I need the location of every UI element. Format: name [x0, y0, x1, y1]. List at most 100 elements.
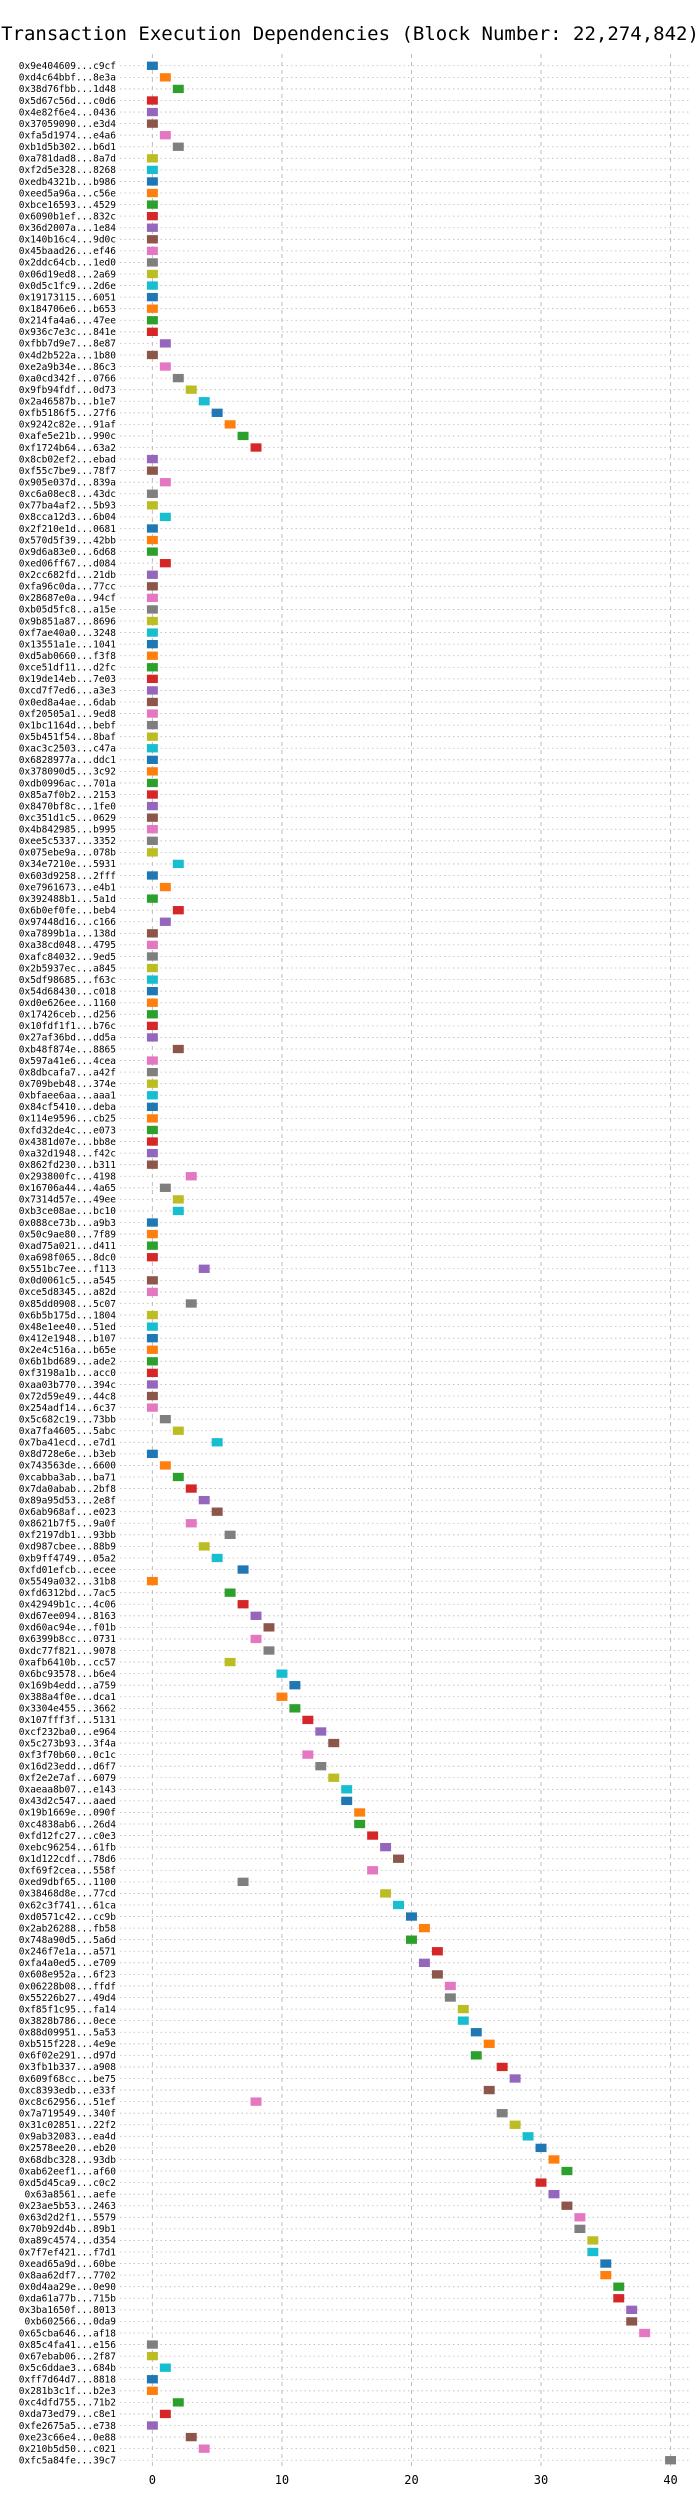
transaction-bar: [159, 478, 171, 487]
transaction-label: 0x2b5937ec...a845: [19, 963, 116, 974]
transaction-label: 0x5df98685...f63c: [19, 975, 116, 986]
transaction-label: 0x7ba41ecd...e7d1: [19, 1438, 117, 1449]
transaction-label: 0xbce16593...4529: [19, 200, 117, 211]
transaction-bar: [431, 1947, 443, 1956]
transaction-bar: [185, 1519, 197, 1528]
transaction-label: 0x17426ceb...d256: [19, 1010, 117, 1021]
transaction-bar: [146, 1102, 158, 1112]
transaction-label: 0x50c9ae80...7f89: [19, 1229, 117, 1240]
transaction-label: 0x905e037d...839a: [19, 478, 116, 489]
transaction-label: 0xfe2675a5...e738: [19, 2421, 117, 2432]
transaction-bar: [237, 1565, 249, 1574]
transaction-label: 0x9ab32083...ea4d: [19, 2132, 116, 2143]
transaction-label: 0x97448d16...c166: [19, 917, 117, 928]
transaction-bar: [146, 1229, 158, 1239]
transaction-label: 0x4381d07e...bb8e: [19, 1137, 117, 1148]
transaction-bar: [159, 362, 171, 371]
transaction-bar: [172, 373, 184, 383]
transaction-label: 0xd0571c42...cc9b: [19, 1912, 117, 1923]
transaction-bar: [146, 987, 158, 996]
transaction-bar: [276, 1669, 288, 1678]
transaction-bar: [146, 1449, 158, 1459]
transaction-label: 0x4b842985...b995: [19, 825, 116, 836]
transaction-label: 0x55226b27...49d4: [19, 1993, 117, 2004]
transaction-bar: [354, 1819, 366, 1829]
transaction-label: 0x4d2b522a...1b80: [19, 350, 117, 361]
transaction-bar: [146, 524, 158, 533]
transaction-bar: [146, 316, 158, 325]
transaction-label: 0xab62eef1...af60: [19, 2166, 117, 2177]
transaction-bar: [146, 2386, 158, 2395]
transaction-label: 0x6399b8cc...0731: [19, 1634, 117, 1645]
transaction-label: 0xa7fa4605...5abc: [19, 1426, 116, 1437]
transaction-bar: [315, 1762, 327, 1771]
transaction-bar: [146, 1334, 158, 1343]
transaction-label: 0x743563de...6600: [19, 1461, 117, 1472]
transaction-label: 0x77ba4af2...5b93: [19, 501, 116, 512]
transaction-bar: [626, 2317, 638, 2326]
transaction-bar: [146, 1345, 158, 1354]
transaction-bar: [444, 1993, 456, 2002]
transaction-bar: [146, 454, 158, 464]
transaction-label: 0xfa4a0ed5...e709: [19, 1958, 117, 1969]
transaction-label: 0x7a719549...340f: [19, 2108, 116, 2119]
transaction-bar: [406, 1935, 417, 1944]
transaction-label: 0xf3198a1b...acc0: [19, 1368, 117, 1379]
transaction-bar: [185, 2432, 197, 2442]
transaction-bar: [146, 304, 158, 313]
transaction-label: 0x48e1ee40...51ed: [19, 1322, 116, 1333]
transaction-label: 0x5d67c56d...c0d6: [19, 96, 117, 107]
transaction-bar: [198, 2444, 210, 2453]
transaction-bar: [172, 142, 184, 151]
transaction-label: 0x088ce73b...a9b3: [19, 1218, 116, 1229]
transaction-label: 0x7f7ef421...f7d1: [19, 2247, 117, 2258]
transaction-label: 0x5c273b93...3f4a: [19, 1738, 116, 1749]
transaction-label: 0x0d5c1fc9...2d6e: [19, 281, 117, 292]
transaction-bar: [146, 1067, 158, 1077]
transaction-label: 0x85dd0908...5c07: [19, 1299, 116, 1310]
transaction-label: 0x19173115...6051: [19, 292, 117, 303]
transaction-label: 0xf85f1c95...fa14: [19, 2004, 117, 2015]
transaction-label: 0x19b1669e...090f: [19, 1808, 116, 1819]
transaction-bar: [289, 1681, 301, 1690]
transaction-bar: [146, 292, 158, 302]
transaction-label: 0xb05d5fc8...a15e: [19, 605, 117, 616]
transaction-bar: [341, 1785, 353, 1794]
transaction-label: 0x6b1bd689...ade2: [19, 1357, 116, 1368]
transaction-bar: [172, 1426, 184, 1435]
transaction-bar: [146, 651, 158, 660]
transaction-bar: [146, 593, 158, 603]
transaction-label: 0xafe5e21b...990c: [19, 431, 116, 442]
transaction-bar: [146, 96, 158, 105]
transaction-label: 0x3828b786...0ece: [19, 2016, 117, 2027]
transaction-label: 0xd67ee094...8163: [19, 1611, 116, 1622]
transaction-label: 0x9242c82e...91af: [19, 420, 116, 431]
transaction-bar: [172, 2398, 184, 2407]
transaction-label: 0x10fdf1f1...b76c: [19, 1021, 116, 1032]
transaction-bar: [146, 350, 158, 360]
transaction-label: 0xfd12fc27...c0e3: [19, 1831, 116, 1842]
transaction-bar: [250, 1634, 262, 1644]
transaction-bar: [146, 663, 158, 672]
transaction-bar: [418, 1923, 430, 1933]
transaction-label: 0x06d19ed8...2a69: [19, 269, 117, 280]
transaction-label: 0xfbb7d9e7...8e87: [19, 339, 116, 350]
transaction-label: 0xad75a021...d411: [19, 1241, 117, 1252]
transaction-bar: [172, 1044, 184, 1054]
transaction-label: 0x4e82f6e4...0436: [19, 107, 117, 118]
transaction-bar: [146, 188, 158, 198]
transaction-bar: [509, 2120, 521, 2129]
transaction-bar: [146, 686, 158, 695]
transaction-bar: [250, 1611, 262, 1620]
transaction-label: 0xff7d64d7...8818: [19, 2375, 117, 2386]
transaction-label: 0x281b3c1f...b2e3: [19, 2386, 116, 2397]
transaction-bar: [146, 61, 158, 70]
transaction-bar: [328, 1738, 340, 1748]
transaction-label: 0xb1d5b302...b6d1: [19, 142, 117, 153]
transaction-label: 0x0d0061c5...a545: [19, 1276, 116, 1287]
transaction-label: 0xaa03b770...394c: [19, 1380, 116, 1391]
transaction-bar: [159, 131, 171, 140]
transaction-label: 0x107fff3f...5131: [19, 1715, 117, 1726]
transaction-bar: [146, 778, 158, 788]
